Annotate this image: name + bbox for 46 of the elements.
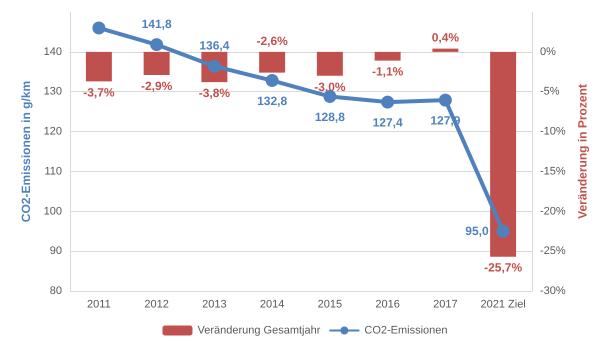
y2-tick-label: -10% xyxy=(540,126,566,138)
y-tick-label: 120 xyxy=(44,126,62,138)
data-label: -3,0% xyxy=(314,80,346,94)
y-tick-label: 110 xyxy=(44,165,62,178)
data-label: -25,7% xyxy=(484,260,522,275)
y2-tick-label: -25% xyxy=(540,245,566,258)
y-tick-label: 90 xyxy=(50,245,62,258)
data-label: 132,8 xyxy=(257,94,288,108)
point xyxy=(266,74,279,88)
point xyxy=(150,38,164,52)
x-tick-label: 2012 xyxy=(144,298,169,310)
y2-tick-label: -20% xyxy=(540,205,566,218)
data-label: -1,1% xyxy=(372,64,404,79)
x-tick-label: 2015 xyxy=(318,298,342,310)
data-label: 128,8 xyxy=(314,110,346,124)
y2-axis-title: Veränderung in Prozent xyxy=(576,84,590,219)
y2-tick-label: -15% xyxy=(540,165,566,178)
y-tick-label: 130 xyxy=(44,86,62,98)
x-tick-label: 2021 Ziel xyxy=(480,298,526,310)
y-tick-label: 80 xyxy=(50,285,62,297)
data-label: 141,8 xyxy=(142,17,172,32)
data-label: -3,8% xyxy=(198,86,230,100)
data-label: 136,4 xyxy=(199,38,230,53)
point xyxy=(92,21,106,34)
x-tick-label: 2014 xyxy=(260,298,284,310)
data-label: -2,9% xyxy=(140,78,173,93)
point xyxy=(381,96,394,109)
x-tick-label: 2017 xyxy=(433,298,458,310)
y-tick-label: 140 xyxy=(44,46,62,58)
point xyxy=(496,224,510,238)
data-label: 0,4% xyxy=(432,30,460,45)
x-tick-label: 2016 xyxy=(375,298,400,310)
x-tick-label: 2013 xyxy=(202,298,227,310)
y-axis-title: CO2-Emissionen in g/km xyxy=(19,80,33,222)
legend-label: CO2-Emissionen xyxy=(364,324,448,336)
legend-label: Veränderung Gesamtjahr xyxy=(197,324,321,336)
y-tick-label: 100 xyxy=(44,205,62,218)
point xyxy=(438,94,452,107)
data-label: 95,0 xyxy=(465,224,489,238)
y2-tick-label: -5% xyxy=(540,86,560,98)
x-tick-label: 2011 xyxy=(87,298,111,310)
data-label: -3,7% xyxy=(83,85,115,100)
y2-tick-label: 0% xyxy=(540,46,556,58)
data-label: 127,4 xyxy=(372,116,403,130)
data-label: -2,6% xyxy=(256,34,288,48)
y2-tick-label: -30% xyxy=(540,285,566,297)
